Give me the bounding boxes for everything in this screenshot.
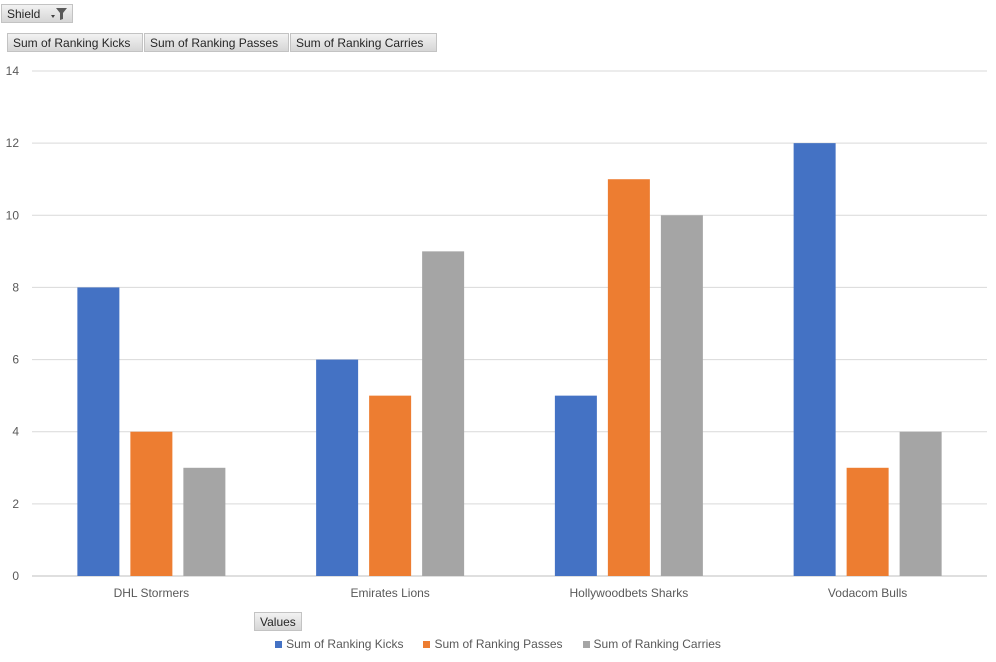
bar [422,251,465,576]
legend-swatch-carries [582,640,590,648]
y-tick-label: 2 [12,497,19,511]
x-tick-label: DHL Stormers [114,586,190,600]
field-button-carries[interactable]: Sum of Ranking Carries [290,33,437,52]
y-tick-label: 8 [12,280,19,294]
x-tick-label: Vodacom Bulls [828,586,907,600]
y-tick-label: 12 [6,136,20,150]
bar [899,431,942,576]
value-field-buttons: Sum of Ranking Kicks Sum of Ranking Pass… [7,33,438,52]
bar [77,287,120,576]
legend-label-passes: Sum of Ranking Passes [434,637,563,651]
legend-item-carries: Sum of Ranking Carries [582,637,721,651]
x-tick-label: Hollywoodbets Sharks [570,586,689,600]
field-button-kicks[interactable]: Sum of Ranking Kicks [7,33,143,52]
y-tick-label: 0 [12,569,19,583]
y-tick-label: 14 [6,64,20,78]
field-button-passes[interactable]: Sum of Ranking Passes [144,33,289,52]
bar [316,359,359,576]
shield-filter-label: Shield [7,7,41,21]
bar [369,395,412,576]
legend-swatch-kicks [275,640,283,648]
y-tick-label: 6 [12,353,19,367]
legend-item-passes: Sum of Ranking Passes [423,637,563,651]
shield-filter-button[interactable]: Shield [1,4,73,23]
bar [793,143,836,576]
legend-label-carries: Sum of Ranking Carries [593,637,721,651]
x-tick-label: Emirates Lions [350,586,429,600]
y-tick-label: 4 [12,425,19,439]
legend-swatch-passes [423,640,431,648]
bar [130,431,173,576]
bar [183,467,226,576]
values-axis-button[interactable]: Values [254,612,302,631]
bar [607,179,650,576]
legend-label-kicks: Sum of Ranking Kicks [286,637,404,651]
bar [660,215,703,577]
bar-chart: 0 2 4 6 8 10 12 14 DHL Stormers Emirates Lions Hol… [6,64,987,600]
chart-legend: Sum of Ranking Kicks Sum of Ranking Pass… [0,637,996,651]
filter-icon [50,7,68,27]
legend-item-kicks: Sum of Ranking Kicks [275,637,403,651]
y-tick-label: 10 [6,208,20,222]
bar [846,467,889,576]
bar [554,395,597,576]
